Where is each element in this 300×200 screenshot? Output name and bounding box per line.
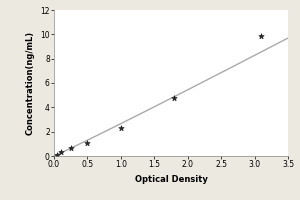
X-axis label: Optical Density: Optical Density: [135, 175, 207, 184]
Y-axis label: Concentration(ng/mL): Concentration(ng/mL): [26, 31, 35, 135]
Point: [55, 153, 60, 156]
Point: [85, 141, 90, 144]
Point: [259, 34, 264, 37]
Point: [118, 126, 123, 130]
Point: [172, 96, 177, 99]
Point: [68, 146, 73, 150]
Point: [58, 150, 63, 153]
